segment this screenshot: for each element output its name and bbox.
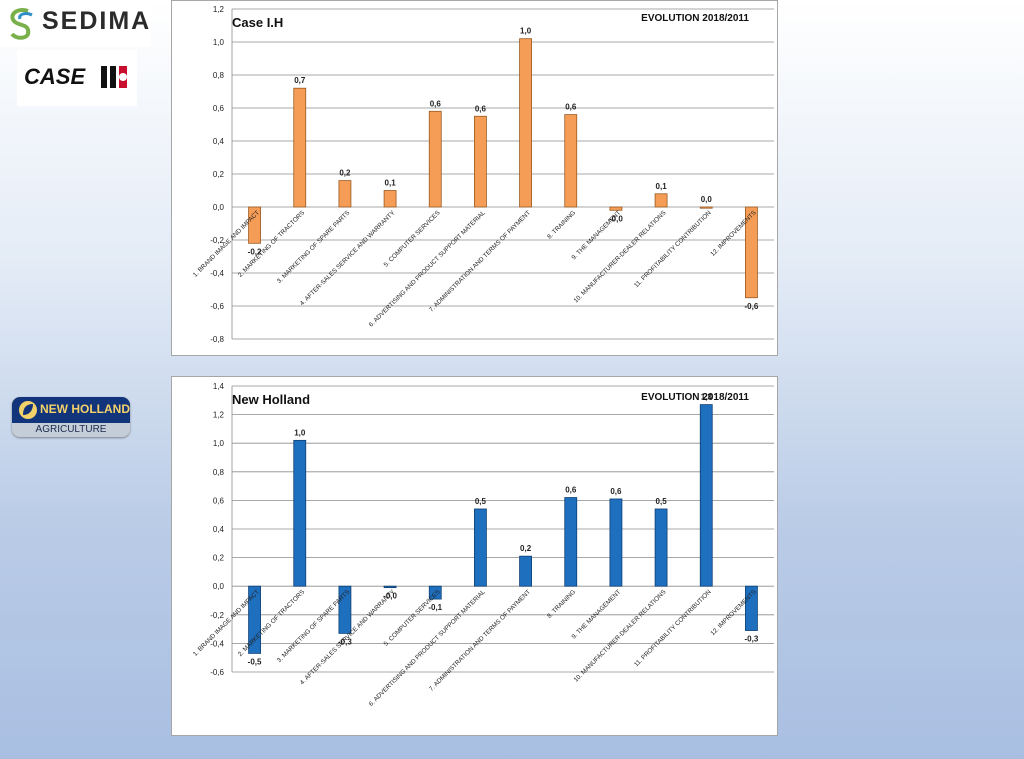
category-label: 4. AFTER-SALES SERVICE AND WARRANTY bbox=[299, 209, 397, 307]
category-label: 7. ADMINISTRATION AND TERMS OF PAYMENT bbox=[428, 589, 532, 693]
new-holland-chart-panel: 1,4 1,2 1,0 0,8 0,6 0,4 0,2 0,0 -0,2 -0,4 -0,6 -0,5… bbox=[171, 376, 778, 736]
category-label: 3. MARKETING OF SPARE PARTS bbox=[276, 209, 351, 284]
data-label: -0,0 bbox=[609, 214, 623, 223]
y-tick-label: 0,8 bbox=[213, 71, 225, 80]
bar bbox=[383, 190, 397, 208]
y-tick-label: 0,0 bbox=[213, 203, 225, 212]
bar bbox=[564, 497, 578, 587]
y-tick-label: 1,0 bbox=[213, 38, 225, 47]
data-label: 0,5 bbox=[475, 497, 487, 506]
data-label: -0,3 bbox=[745, 635, 759, 644]
bar bbox=[699, 404, 713, 587]
data-label: 0,1 bbox=[385, 179, 397, 188]
bar bbox=[564, 114, 578, 208]
data-label: 1,3 bbox=[701, 393, 713, 402]
data-label: -0,1 bbox=[428, 603, 442, 612]
sedima-swirl-icon bbox=[10, 8, 33, 40]
category-label: 7. ADMINISTRATION AND TERMS OF PAYMENT bbox=[428, 209, 532, 313]
y-tick-label: -0,6 bbox=[210, 302, 224, 311]
data-label: 0,6 bbox=[565, 103, 577, 112]
bar bbox=[338, 180, 352, 208]
new-holland-logo-text: NEW HOLLAND bbox=[40, 402, 130, 416]
new-holland-logo: NEW HOLLAND AGRICULTURE bbox=[12, 397, 130, 437]
sedima-logo-text: SEDIMA bbox=[42, 7, 152, 35]
y-tick-label: -0,6 bbox=[210, 668, 224, 677]
data-label: -0,3 bbox=[338, 637, 352, 646]
new-holland-logo-subtext: AGRICULTURE bbox=[12, 423, 130, 437]
data-label: -0,5 bbox=[248, 657, 262, 666]
bar bbox=[293, 87, 307, 208]
data-label: 0,6 bbox=[475, 104, 487, 113]
y-tick-label: 0,2 bbox=[213, 170, 225, 179]
data-label: 0,0 bbox=[701, 195, 713, 204]
bar bbox=[293, 439, 307, 587]
y-tick-label: -0,4 bbox=[210, 269, 224, 278]
y-tick-label: 1,2 bbox=[213, 5, 225, 14]
bar bbox=[474, 115, 487, 208]
bar bbox=[248, 585, 261, 654]
case-ih-emblem-icon bbox=[101, 66, 127, 88]
new-holland-leaf-icon bbox=[19, 401, 37, 419]
bar bbox=[609, 206, 623, 211]
case-logo-text: CASE bbox=[24, 64, 86, 89]
y-tick-label: 0,0 bbox=[213, 582, 225, 591]
category-label: 11. PROFITABILITY CONTRIBUTION bbox=[633, 588, 713, 668]
data-label: -0,6 bbox=[745, 302, 759, 311]
bar bbox=[428, 585, 442, 600]
data-label: 1,0 bbox=[520, 27, 532, 36]
bar bbox=[474, 508, 487, 587]
y-tick-label: 1,0 bbox=[213, 439, 225, 448]
chart-subtitle: EVOLUTION 2018/2011 bbox=[641, 392, 749, 403]
data-label: 0,6 bbox=[430, 99, 442, 108]
y-tick-label: 0,4 bbox=[213, 137, 225, 146]
category-label: 11. PROFITABILITY CONTRIBUTION bbox=[633, 209, 713, 289]
data-label: 0,6 bbox=[610, 487, 622, 496]
sedima-logo: SEDIMA bbox=[0, 0, 151, 47]
y-tick-label: -0,2 bbox=[210, 611, 224, 620]
category-label: 8. TRAINING bbox=[546, 209, 577, 240]
new-holland-chart: 1,4 1,2 1,0 0,8 0,6 0,4 0,2 0,0 -0,2 -0,4 -0,6 -0,5… bbox=[192, 382, 774, 708]
data-label: 0,2 bbox=[339, 169, 351, 178]
data-label: -0,2 bbox=[248, 247, 262, 256]
data-label: 0,7 bbox=[294, 76, 306, 85]
y-tick-label: -0,2 bbox=[210, 236, 224, 245]
y-tick-label: 1,4 bbox=[213, 382, 225, 391]
bar bbox=[248, 206, 261, 244]
category-label: 10. MANUFACTURER-DEALER RELATIONS bbox=[573, 209, 668, 304]
y-tick-label: 0,6 bbox=[213, 104, 225, 113]
bar bbox=[519, 38, 532, 208]
bar bbox=[745, 206, 758, 299]
case-ih-chart-panel: 1,2 1,0 0,8 0,6 0,4 0,2 0,0 -0,2 -0,4 -0,6 -0,8 -0,… bbox=[171, 0, 778, 356]
bar bbox=[699, 206, 713, 209]
data-label: 1,0 bbox=[294, 428, 306, 437]
bar bbox=[654, 193, 668, 208]
data-label: 0,6 bbox=[565, 486, 577, 495]
case-ih-logo: CASE bbox=[17, 50, 137, 106]
chart-title: New Holland bbox=[232, 392, 311, 407]
case-ih-chart: 1,2 1,0 0,8 0,6 0,4 0,2 0,0 -0,2 -0,4 -0,6 -0,8 -0,… bbox=[192, 5, 774, 344]
y-tick-label: -0,8 bbox=[210, 335, 224, 344]
bar bbox=[383, 585, 397, 589]
data-label: -0,0 bbox=[383, 592, 397, 601]
y-tick-label: 0,6 bbox=[213, 496, 225, 505]
category-label: 9. THE MANAGEMENT bbox=[570, 209, 622, 261]
category-label: 10. MANUFACTURER-DEALER RELATIONS bbox=[573, 589, 668, 684]
y-tick-label: 0,4 bbox=[213, 525, 225, 534]
data-label: 0,5 bbox=[656, 497, 668, 506]
chart-title: Case I.H bbox=[232, 15, 284, 30]
y-tick-label: 0,2 bbox=[213, 554, 225, 563]
bar bbox=[745, 585, 758, 631]
chart-subtitle: EVOLUTION 2018/2011 bbox=[641, 13, 749, 24]
y-tick-label: -0,4 bbox=[210, 639, 224, 648]
data-label: 0,1 bbox=[656, 182, 668, 191]
y-tick-label: 1,2 bbox=[213, 411, 225, 420]
bar bbox=[338, 585, 352, 634]
data-label: 0,2 bbox=[520, 544, 532, 553]
bar bbox=[609, 498, 623, 587]
y-tick-label: 0,8 bbox=[213, 468, 225, 477]
bar bbox=[519, 555, 532, 587]
bar bbox=[428, 110, 442, 208]
bar bbox=[654, 508, 668, 587]
